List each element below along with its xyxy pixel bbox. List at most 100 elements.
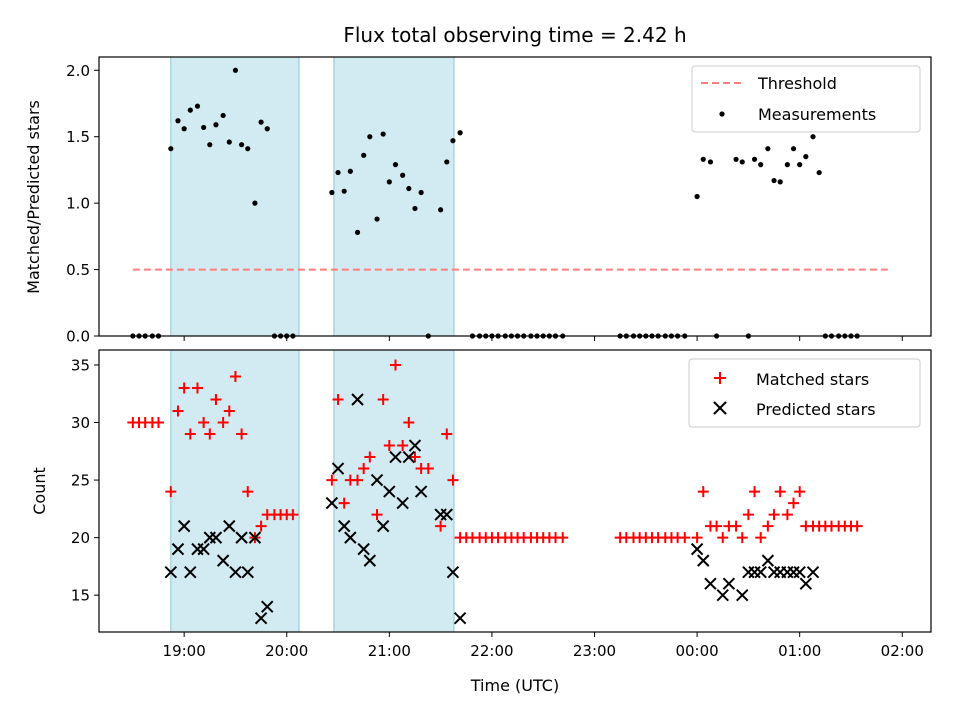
data-point (376, 519, 390, 533)
data-point (777, 179, 783, 185)
data-point (216, 554, 230, 567)
data-point (704, 577, 717, 590)
data-point (223, 519, 236, 533)
bottom-y-axis-label: Count (30, 467, 49, 515)
top-y-axis: 0.0 0.5 1.0 1.5 2.0 (66, 62, 99, 346)
data-point (357, 542, 370, 556)
data-point (331, 462, 345, 475)
data-point (711, 520, 723, 532)
data-point (213, 122, 219, 128)
data-point (383, 485, 396, 498)
data-point (367, 134, 373, 140)
data-point (194, 103, 201, 109)
top-y-axis-label: Matched/Predicted stars (24, 100, 43, 294)
data-point (751, 156, 758, 162)
threshold-legend-label: Threshold (757, 74, 837, 93)
x-tick-label: 23:00 (573, 642, 616, 660)
data-point (204, 428, 216, 440)
data-point (412, 205, 418, 212)
bottom-plot-series (127, 359, 863, 625)
data-point (758, 162, 764, 168)
data-point (337, 519, 351, 533)
bottom-legend-box (688, 358, 921, 428)
data-point (414, 485, 428, 498)
data-point (171, 542, 185, 556)
data-point (457, 130, 463, 136)
y-tick-label: 0.0 (66, 328, 90, 346)
data-point (261, 600, 274, 613)
data-point (380, 131, 386, 137)
measurements-legend-swatch (719, 111, 725, 117)
data-point (697, 554, 710, 567)
data-point (235, 531, 248, 544)
bottom-y-axis: 15 20 25 30 35 (71, 356, 99, 605)
data-point (217, 417, 229, 429)
data-point (784, 162, 790, 168)
x-tick-label: 19:00 (163, 642, 206, 660)
y-tick-label: 30 (71, 414, 90, 432)
data-point (408, 439, 422, 452)
observing-span (170, 56, 300, 337)
matched-legend-label: Matched stars (756, 370, 869, 389)
data-point (338, 497, 350, 509)
data-point (258, 119, 264, 125)
data-point (748, 565, 761, 579)
data-point (742, 565, 755, 579)
data-point (803, 154, 809, 160)
data-point (201, 124, 207, 131)
top-legend: Threshold Measurements (691, 65, 921, 133)
observing-span (333, 349, 455, 633)
y-tick-label: 20 (71, 529, 90, 547)
data-point (444, 159, 450, 165)
data-point (403, 417, 415, 429)
data-point (241, 565, 254, 579)
data-point (383, 440, 395, 452)
data-point (422, 463, 434, 475)
x-tick-label: 01:00 (778, 642, 821, 660)
data-point (761, 554, 775, 567)
data-point (767, 565, 781, 579)
data-point (697, 486, 709, 498)
data-point (238, 142, 245, 148)
data-point (742, 509, 754, 521)
data-point (851, 520, 863, 532)
data-point (236, 428, 248, 440)
data-point (374, 216, 380, 222)
data-point (400, 172, 406, 178)
data-point (774, 486, 786, 498)
data-point (371, 509, 383, 521)
data-point (229, 565, 242, 579)
data-point (209, 531, 223, 544)
data-point (730, 520, 742, 532)
data-point (446, 565, 460, 579)
data-point (435, 520, 447, 532)
data-point (245, 146, 251, 152)
data-point (181, 126, 187, 132)
y-tick-label: 1.5 (66, 128, 90, 146)
data-point (749, 486, 761, 498)
data-point (402, 450, 416, 464)
data-point (397, 440, 409, 452)
predicted-legend-swatch (713, 401, 727, 415)
data-point (739, 159, 745, 165)
data-point (220, 112, 226, 119)
data-point (722, 577, 736, 590)
data-point (396, 496, 409, 510)
y-tick-label: 25 (71, 472, 90, 490)
matched-legend-swatch (714, 372, 726, 384)
x-tick-label: 22:00 (470, 642, 513, 660)
data-point (781, 509, 793, 521)
observing-span (333, 56, 455, 337)
data-point (797, 162, 803, 168)
data-point (736, 532, 748, 544)
data-point (354, 229, 361, 235)
data-point (254, 611, 268, 625)
data-point (184, 565, 197, 579)
data-point (191, 382, 203, 394)
data-point (347, 168, 353, 174)
data-point (184, 428, 196, 440)
data-point (364, 451, 376, 463)
data-point (438, 207, 444, 213)
data-point (175, 118, 181, 124)
data-point (198, 417, 210, 429)
